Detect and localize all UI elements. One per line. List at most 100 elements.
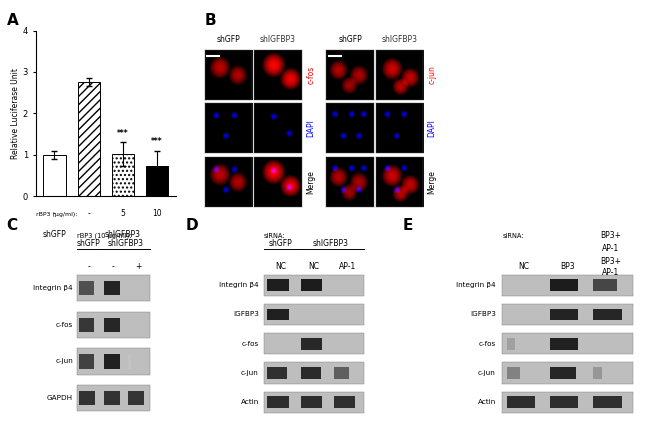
Text: IGFBP3: IGFBP3 <box>470 311 496 317</box>
Bar <box>550 396 578 408</box>
Bar <box>334 367 349 379</box>
Y-axis label: Relative Luciferase Unit: Relative Luciferase Unit <box>11 68 20 159</box>
Text: E: E <box>403 218 413 233</box>
Text: shGFP: shGFP <box>268 239 292 248</box>
Bar <box>300 279 322 291</box>
Text: Actin: Actin <box>478 399 496 405</box>
Text: DAPI: DAPI <box>306 119 315 137</box>
Text: 10: 10 <box>152 209 162 218</box>
Text: NC: NC <box>275 262 286 271</box>
Text: AP-1: AP-1 <box>339 262 356 271</box>
Bar <box>79 391 95 405</box>
Text: Actin: Actin <box>240 399 259 405</box>
Bar <box>264 362 364 384</box>
Text: DAPI: DAPI <box>428 119 437 137</box>
Text: siRNA:: siRNA: <box>264 233 285 239</box>
Bar <box>79 317 94 332</box>
Bar <box>103 317 120 332</box>
Bar <box>502 333 632 354</box>
Text: -: - <box>87 209 90 218</box>
Text: rBP3 (μg/ml):: rBP3 (μg/ml): <box>36 212 77 217</box>
Text: A: A <box>6 13 18 28</box>
Text: c-fos: c-fos <box>306 66 315 84</box>
Text: rBP3 (10 μg/ml):: rBP3 (10 μg/ml): <box>77 232 131 239</box>
Bar <box>502 304 632 325</box>
Text: AP-1: AP-1 <box>602 244 619 253</box>
Text: shGFP: shGFP <box>338 35 362 44</box>
Text: c-fos: c-fos <box>56 322 73 328</box>
Bar <box>267 279 289 291</box>
Bar <box>77 348 150 375</box>
Bar <box>79 281 94 296</box>
Text: c-jun: c-jun <box>428 65 437 84</box>
Text: D: D <box>185 218 198 233</box>
Bar <box>502 392 632 413</box>
Text: Merge: Merge <box>428 170 437 194</box>
Bar <box>507 396 535 408</box>
Text: B: B <box>205 13 216 28</box>
Bar <box>103 281 120 296</box>
Bar <box>300 396 322 408</box>
Text: Integrin β4: Integrin β4 <box>219 282 259 288</box>
Bar <box>103 354 120 369</box>
Text: c-jun: c-jun <box>241 370 259 376</box>
Bar <box>507 338 515 350</box>
Bar <box>264 333 364 354</box>
Bar <box>264 392 364 413</box>
Bar <box>146 167 168 196</box>
Text: NC: NC <box>519 262 530 271</box>
Bar <box>267 367 287 379</box>
Text: c-fos: c-fos <box>242 341 259 347</box>
Bar <box>128 317 132 332</box>
Bar <box>77 385 150 411</box>
Text: shIGFBP3: shIGFBP3 <box>260 35 296 44</box>
Bar <box>300 367 320 379</box>
Text: siRNA:: siRNA: <box>502 233 524 239</box>
Bar <box>550 367 576 379</box>
Bar <box>77 312 150 338</box>
Bar <box>550 338 578 350</box>
Text: C: C <box>6 218 18 233</box>
Bar <box>507 367 520 379</box>
Bar <box>593 279 618 291</box>
Text: shIGFBP3: shIGFBP3 <box>382 35 417 44</box>
Text: ***: *** <box>117 129 129 138</box>
Bar <box>79 354 94 369</box>
Bar <box>77 275 150 301</box>
Bar <box>77 82 99 196</box>
Bar <box>267 309 289 320</box>
Text: -: - <box>53 209 56 218</box>
Text: c-jun: c-jun <box>478 370 496 376</box>
Bar <box>264 275 364 296</box>
Text: +: + <box>135 262 141 271</box>
Bar <box>593 396 621 408</box>
Text: Merge: Merge <box>306 170 315 194</box>
Text: shGFP: shGFP <box>77 239 101 248</box>
Bar <box>128 391 144 405</box>
Bar <box>593 367 602 379</box>
Text: Integrin β4: Integrin β4 <box>456 282 496 288</box>
Text: GAPDH: GAPDH <box>47 395 73 401</box>
Bar <box>103 391 120 405</box>
Text: IGFBP3: IGFBP3 <box>233 311 259 317</box>
Text: 5: 5 <box>120 209 125 218</box>
Bar <box>550 279 578 291</box>
Text: BP3+: BP3+ <box>601 231 621 240</box>
Text: shGFP: shGFP <box>43 230 66 239</box>
Bar <box>128 354 131 369</box>
Bar <box>593 309 621 320</box>
Text: BP3+
AP-1: BP3+ AP-1 <box>601 257 621 276</box>
Text: shGFP: shGFP <box>216 35 240 44</box>
Text: c-jun: c-jun <box>55 358 73 364</box>
Bar <box>502 275 632 296</box>
Text: BP3: BP3 <box>560 262 575 271</box>
Bar <box>44 155 66 196</box>
Text: shIGFBP3: shIGFBP3 <box>105 230 140 239</box>
Text: shIGFBP3: shIGFBP3 <box>313 239 348 248</box>
Text: ***: *** <box>151 137 162 146</box>
Bar <box>112 154 134 196</box>
Bar <box>267 396 289 408</box>
Bar <box>334 396 356 408</box>
Text: shIGFBP3: shIGFBP3 <box>108 239 144 248</box>
Bar <box>300 338 322 350</box>
